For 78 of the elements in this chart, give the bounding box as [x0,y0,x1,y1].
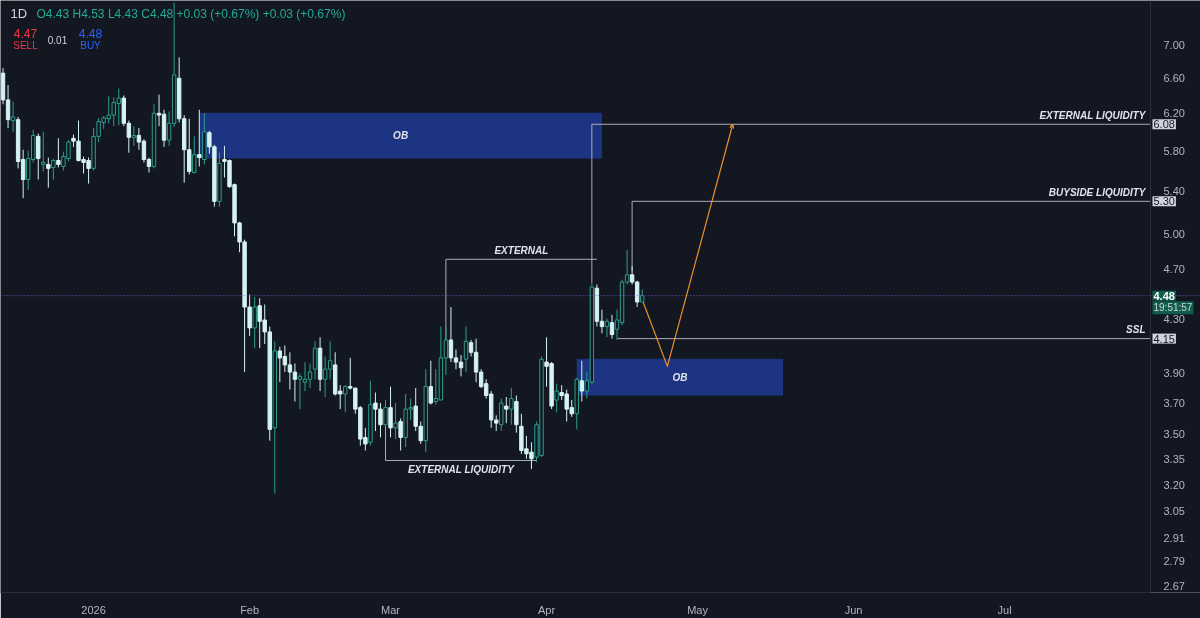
candlestick [393,402,398,440]
x-tick-label: Jul [997,603,1012,616]
y-tick-label: 4.70 [1163,262,1185,275]
y-tick-label: 2.79 [1163,555,1185,568]
y-tick-label: 3.05 [1163,505,1185,518]
text: O4.43 H4.53 L4.43 C4.48 +0.03 (+0.67%) +0.03 (+0.67%) [36,6,346,21]
candlestick [41,131,46,172]
candlestick [192,135,197,174]
series-label: EXTERNAL [494,244,549,256]
x-tick-label: Feb [240,603,260,616]
y-tick-label: 7.00 [1163,39,1185,52]
candlestick [499,398,504,432]
candlestick [36,133,41,181]
data-label: 6.08 [1153,118,1175,131]
candlestick [509,387,514,426]
series-label: OB [393,130,409,142]
candlestick [383,399,388,427]
candlestick [56,137,61,168]
candlestick [463,326,469,373]
candlestick [131,125,137,147]
text: 19:51:57 [1153,302,1193,314]
y-tick-label: 2.67 [1163,580,1185,593]
candlestick [428,360,434,406]
candlestick [343,384,348,413]
y-tick-label: 6.60 [1163,72,1185,85]
y-tick-label: 5.00 [1163,228,1185,241]
y-tick-label: 4.30 [1163,312,1185,325]
y-tick-label: 2.91 [1163,531,1185,544]
y-tick-label: 3.20 [1163,478,1185,491]
series-label: BUYSIDE LIQUIDITY [1048,186,1147,198]
y-tick-label: 5.80 [1163,144,1185,157]
annotation: 4.47 [13,27,38,41]
y-tick-label: 3.35 [1163,452,1185,465]
candlestick [141,138,147,163]
y-tick-label: 3.70 [1163,397,1185,410]
candlestick [458,354,464,377]
y-tick-label: 3.90 [1163,367,1185,380]
candlestick [277,346,283,383]
y-tick-label: 3.50 [1163,428,1185,441]
candlestick [302,361,308,392]
candlestick [388,386,393,438]
chart-title: 1D [10,6,28,21]
candlestick [197,109,202,167]
candlestick [554,383,559,413]
x-tick-label: 2026 [81,603,106,616]
series-label: EXTERNAL LIQUIDITY [1039,109,1147,121]
candlestick [579,360,584,403]
annotation: 0.01 [47,34,68,46]
annotation: 4.48 [78,27,103,41]
data-label: 4.15 [1153,332,1175,345]
candlestick [297,372,303,410]
ref-line-label: 4.48 [1153,289,1175,302]
candlestick [504,396,509,424]
y-tick-label: 6.20 [1163,107,1185,120]
candlestick [473,338,479,383]
candlestick [514,395,519,434]
candlestick [292,363,298,403]
series-label: SSL [1126,324,1146,336]
candlestick [10,101,16,133]
candlestick [327,340,333,380]
annotation: SELL [13,40,39,51]
candlestick [51,158,56,181]
y-tick-label: 5.40 [1163,184,1185,197]
x-tick-label: Mar [381,603,401,616]
candlestick [307,363,313,389]
candlestick [312,340,318,380]
candlestick [448,306,454,363]
series-label: OB [672,371,688,383]
series-label: EXTERNAL LIQUIDITY [407,463,516,475]
candlestick [609,314,615,340]
candlestick [46,157,51,189]
x-tick-label: Jun [844,603,863,616]
annotation: BUY [80,40,102,51]
candlestick [252,296,257,349]
x-tick-label: Apr [538,603,556,616]
data-label: 5.30 [1153,195,1175,208]
candlestick [398,417,403,451]
x-tick-label: May [687,603,709,616]
